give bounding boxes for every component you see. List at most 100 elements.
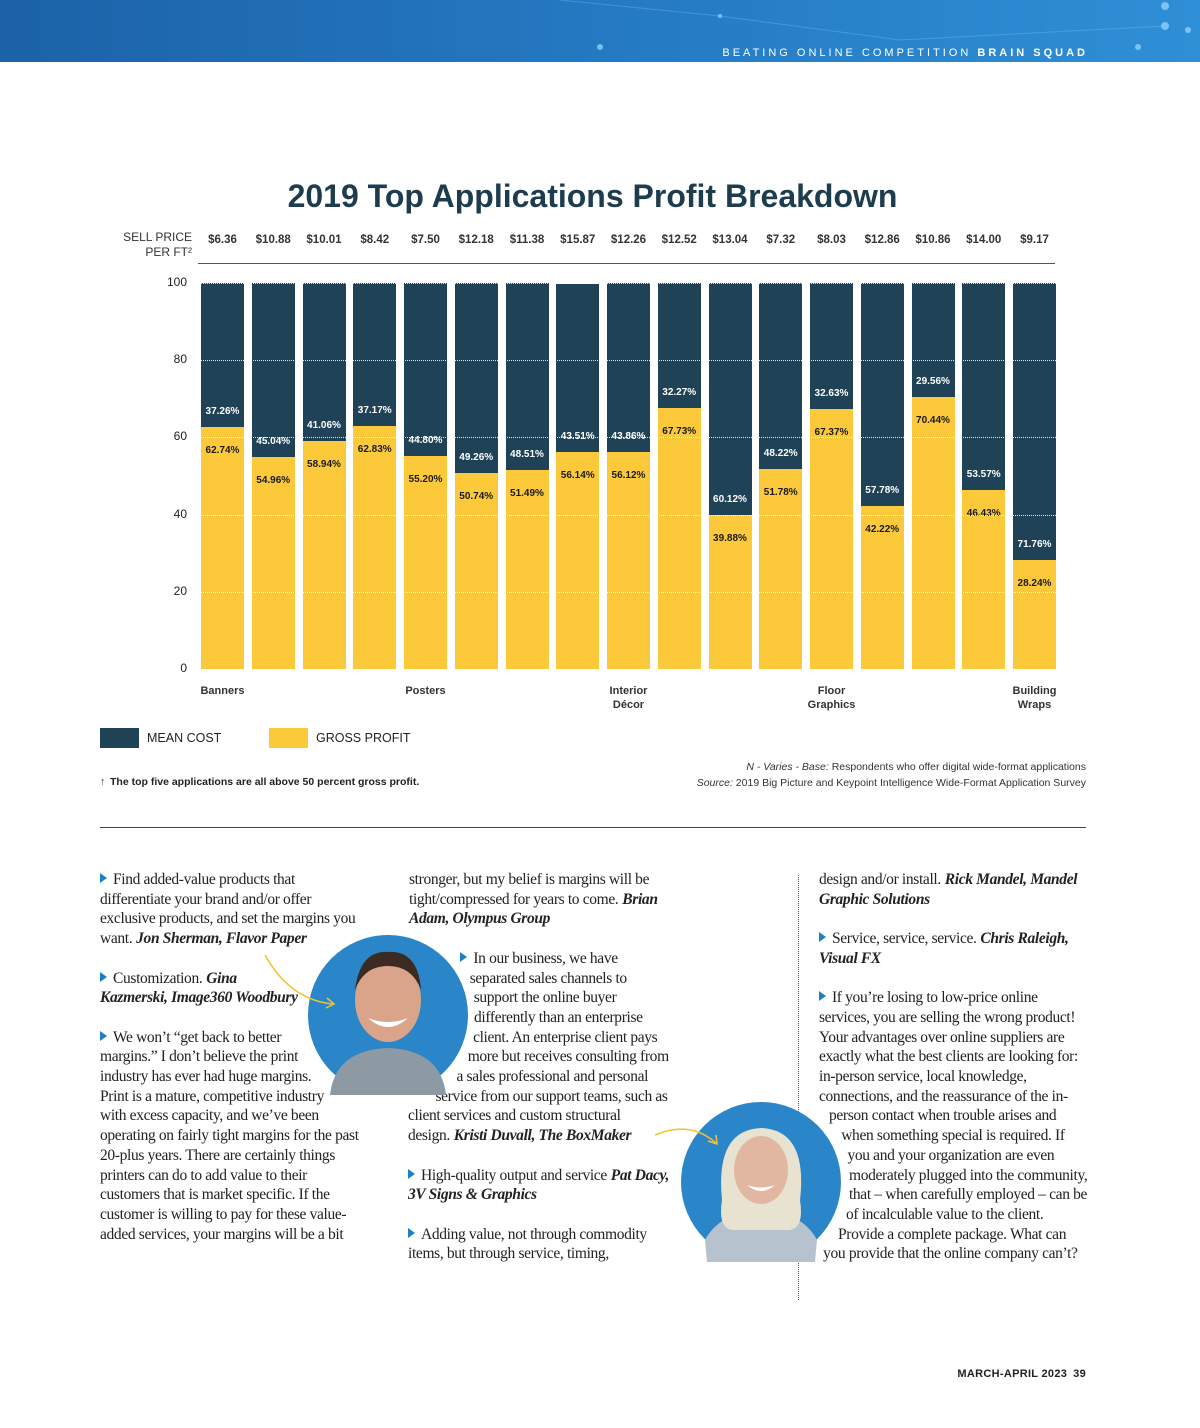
- attribution: Rick Mandel, Mandel Graphic Solutions: [819, 871, 1078, 908]
- base-note: N - Varies - Base: Respondents who offer…: [746, 761, 1086, 773]
- data-label: 70.44%: [916, 415, 950, 427]
- bar-segment: [911, 283, 955, 398]
- legend-swatch: [269, 728, 308, 748]
- data-label: 53.57%: [966, 468, 1001, 480]
- sell-price-label: SELL PRICE PER FT²: [123, 230, 192, 259]
- bar-segment: [556, 284, 600, 453]
- data-label: 56.12%: [611, 470, 646, 482]
- legend-label: MEAN COST: [147, 731, 222, 745]
- paragraph: Service, service, service. Chris Raleigh,…: [818, 929, 1088, 968]
- data-label: 32.63%: [814, 387, 849, 399]
- legend-label: GROSS PROFIT: [316, 731, 411, 745]
- x-tick-label: Building Wraps: [1012, 685, 1057, 711]
- sell-price: $8.03: [817, 234, 846, 246]
- header-bar: [0, 0, 1200, 62]
- sell-price: $7.50: [411, 234, 440, 246]
- data-label: 49.26%: [459, 452, 494, 464]
- bar-segment: [759, 469, 803, 669]
- quote-text: If you’re losing to low-price online ser…: [819, 989, 1088, 1263]
- bar-segment: [251, 283, 295, 457]
- paragraph: Find added-value products that different…: [100, 870, 360, 949]
- bar-segment: [911, 397, 955, 669]
- data-label: 55.20%: [408, 473, 443, 485]
- divider: [100, 827, 1086, 828]
- bar-segment: [505, 283, 549, 471]
- data-label: 62.83%: [357, 444, 392, 456]
- note-text: The top five applications are all above …: [110, 776, 420, 788]
- sell-price: $14.00: [966, 234, 1002, 246]
- sell-price: $10.86: [915, 234, 951, 246]
- quote-text: Service, service, service.: [832, 930, 977, 948]
- section-name: BEATING ONLINE COMPETITION: [722, 47, 972, 59]
- data-label: 37.26%: [205, 405, 240, 417]
- bar-segment: [302, 441, 346, 669]
- y-tick-label: 0: [180, 661, 187, 675]
- y-tick-label: 100: [166, 275, 187, 289]
- bar-segment: [556, 452, 600, 669]
- data-label: 51.78%: [763, 487, 798, 499]
- data-label: 46.43%: [966, 507, 1001, 519]
- source-text: 2019 Big Picture and Keypoint Intelligen…: [735, 777, 1086, 789]
- bar-segment: [657, 283, 701, 408]
- bar-segment: [404, 455, 447, 669]
- bullet: [408, 1227, 415, 1238]
- data-label: 39.88%: [713, 533, 747, 545]
- data-label: 71.76%: [1017, 538, 1052, 550]
- attribution: Jon Sherman, Flavor Paper: [136, 930, 307, 948]
- data-label: 29.56%: [916, 376, 950, 388]
- quote-text: Find added-value products that different…: [100, 871, 356, 948]
- attribution: Brian Adam, Olympus Group: [409, 890, 658, 928]
- paragraph: Adding value, not through commodity item…: [408, 1225, 670, 1264]
- bullet: [100, 971, 107, 982]
- section-header: BEATING ONLINE COMPETITION BRAIN SQUAD: [722, 47, 1088, 59]
- bullet: [100, 873, 107, 883]
- bar-segment: [1013, 559, 1056, 669]
- portrait: [681, 1102, 841, 1262]
- sell-price: $13.04: [712, 234, 748, 246]
- data-label: 48.22%: [763, 448, 798, 460]
- data-label: 41.06%: [307, 420, 341, 432]
- bullet: [100, 1030, 107, 1041]
- data-label: 67.37%: [814, 426, 849, 438]
- text-column: stronger, but my belief is margins will …: [408, 870, 670, 1284]
- sell-price: $15.87: [560, 234, 596, 246]
- legend-swatch: [100, 728, 139, 748]
- bar-segment: [708, 283, 752, 516]
- bullet: [819, 932, 826, 943]
- quote-text: We won’t “get back to better margins.” I…: [100, 1028, 359, 1243]
- quote-text: stronger, but my belief is margins will …: [409, 871, 650, 908]
- data-label: 56.14%: [560, 470, 595, 482]
- attribution: Chris Raleigh, Visual FX: [819, 930, 1069, 967]
- bar-segment: [201, 426, 244, 669]
- wrap-spacer: [359, 870, 360, 935]
- quote-text: Customization.: [113, 969, 203, 987]
- bar-segment: [657, 407, 701, 669]
- grid-line: [196, 437, 1060, 439]
- data-label: 32.27%: [662, 386, 697, 398]
- sell-price: $12.18: [458, 234, 494, 246]
- paragraph: In our business, we have separated sales…: [408, 949, 670, 1146]
- data-label: 28.24%: [1017, 577, 1052, 589]
- attribution: Pat Dacy, 3V Signs & Graphics: [408, 1166, 670, 1204]
- bar-segment: [962, 283, 1006, 490]
- sell-price: $12.86: [864, 234, 900, 246]
- sell-price: $11.38: [509, 234, 545, 246]
- bar-segment: [759, 283, 803, 470]
- grid-line: [196, 283, 1060, 284]
- data-label: 67.73%: [662, 425, 697, 437]
- wrap-spacer: [669, 870, 670, 1102]
- arrow-icon: ↑: [100, 776, 106, 788]
- bar-segment: [454, 473, 498, 669]
- bar-segment: [607, 283, 650, 453]
- bar-segment: [353, 283, 397, 427]
- sell-price: $10.88: [255, 234, 291, 246]
- column-name: BRAIN SQUAD: [977, 47, 1088, 59]
- bar-segment: [302, 283, 346, 442]
- data-label: 48.51%: [510, 449, 544, 461]
- base-lead: N - Varies - Base:: [746, 761, 829, 773]
- data-label: 42.22%: [865, 524, 900, 536]
- sell-price: $7.32: [766, 234, 796, 246]
- x-tick-label: Floor Graphics: [807, 685, 856, 711]
- sell-price: $9.17: [1020, 234, 1049, 246]
- bar-segment: [962, 489, 1006, 669]
